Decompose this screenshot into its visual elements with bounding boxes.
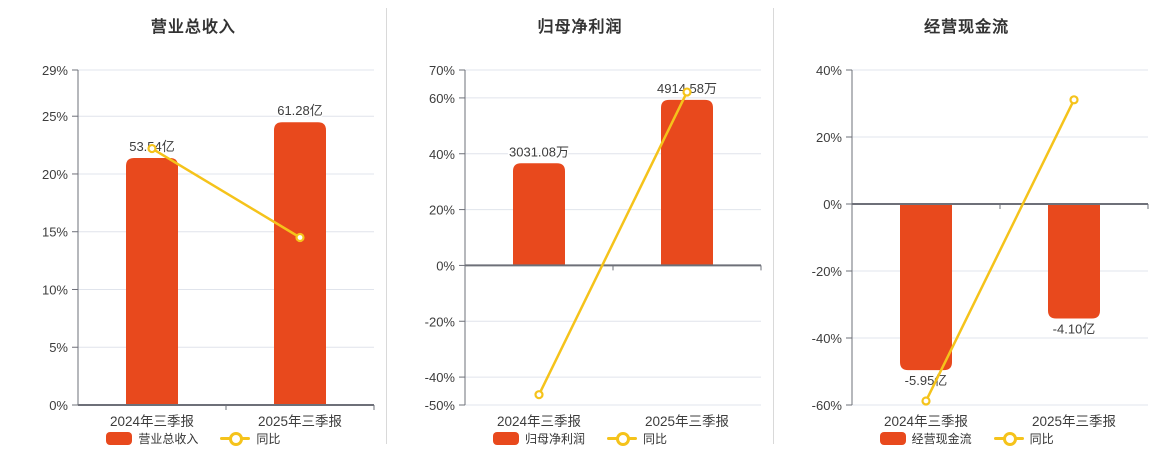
- panel-divider: [773, 8, 774, 444]
- x-tick-label: 2024年三季报: [884, 414, 968, 429]
- legend-item-line-series[interactable]: 同比: [606, 430, 667, 447]
- y-tick-label: -40%: [811, 331, 842, 346]
- legend: 经营现金流 同比: [773, 428, 1160, 448]
- legend-item-bar-series[interactable]: 营业总收入: [106, 430, 198, 447]
- legend-label: 同比: [1029, 431, 1054, 446]
- y-tick-label: 10%: [42, 282, 68, 297]
- chart-panel-cash-flow: 经营现金流 40% 20% 0% -20% -40% -60% -5.95亿 -4.10亿 20…: [773, 0, 1160, 450]
- y-tick-label: 0%: [50, 398, 69, 413]
- legend-item-bar-series[interactable]: 经营现金流: [879, 430, 972, 447]
- bar-2024年三季报[interactable]: [899, 204, 952, 371]
- y-tick-label: 25%: [42, 109, 68, 124]
- bar-2025年三季报[interactable]: [1047, 204, 1100, 319]
- y-tick-label: 0%: [436, 258, 455, 273]
- y-tick-label: -20%: [811, 264, 842, 279]
- y-tick-label: -60%: [811, 398, 842, 413]
- x-tick-label: 2024年三季报: [497, 414, 581, 429]
- legend: 归母净利润 同比: [387, 428, 774, 448]
- legend-item-line-series[interactable]: 同比: [993, 430, 1054, 447]
- yoy-line-point[interactable]: [147, 143, 157, 154]
- chart-panel-net-profit: 归母净利润 70% 60% 40% 20% 0% -20% -40% -50% 3031.08万…: [387, 0, 774, 450]
- y-tick-label: 0%: [823, 197, 842, 212]
- chart-plot-canvas: 70%60%40%20%0%-20%-40%-50%3031.08万4914.5…: [425, 63, 762, 429]
- yoy-line[interactable]: [924, 98, 1075, 403]
- line-series-marker-icon: [220, 431, 251, 446]
- chart-title: 经营现金流: [924, 19, 1010, 36]
- chart-plot-canvas: 29%25%20%15%10%5%0%53.54亿61.28亿2024年三季报2…: [42, 63, 375, 429]
- bar-series-swatch-icon: [492, 431, 519, 445]
- y-tick-label: 15%: [42, 225, 68, 240]
- yoy-line[interactable]: [537, 90, 689, 396]
- legend-label: 归母净利润: [524, 431, 585, 446]
- legend: 营业总收入 同比: [0, 428, 387, 448]
- y-tick-label: 29%: [42, 63, 68, 78]
- yoy-line-point[interactable]: [534, 390, 544, 400]
- legend-label: 同比: [642, 431, 667, 446]
- bar-series-swatch-icon: [879, 431, 906, 445]
- legend-label: 同比: [256, 431, 281, 446]
- yoy-line-point[interactable]: [921, 396, 931, 406]
- y-tick-label: 20%: [42, 167, 68, 182]
- yoy-line-point[interactable]: [295, 232, 305, 243]
- x-tick-label: 2025年三季报: [1032, 414, 1116, 429]
- bar-2025年三季报[interactable]: [660, 99, 713, 266]
- legend-item-line-series[interactable]: 同比: [220, 430, 280, 447]
- legend-label: 经营现金流: [911, 431, 972, 446]
- chart-plot-canvas: 40% 20% 0% -20% -40% -60% -5.95亿 -4.10亿 2024年三季报…: [811, 63, 1149, 429]
- y-tick-label: 40%: [429, 147, 455, 162]
- x-tick-label: 2024年三季报: [110, 414, 194, 429]
- panel-divider: [386, 8, 387, 444]
- bar-value-label: 3031.08万: [509, 144, 569, 159]
- y-tick-label: 20%: [816, 130, 842, 145]
- y-tick-label: -50%: [425, 398, 456, 413]
- bar-value-label: 61.28亿: [278, 103, 324, 118]
- line-series-marker-icon: [993, 431, 1024, 446]
- bar-value-label: -4.10亿: [1052, 321, 1095, 336]
- y-tick-label: 5%: [50, 340, 69, 355]
- chart-title: 归母净利润: [537, 19, 623, 36]
- bar-series-swatch-icon: [106, 431, 133, 445]
- y-tick-label: 40%: [816, 63, 842, 78]
- legend-item-bar-series[interactable]: 归母净利润: [492, 430, 585, 447]
- bar-2024年三季报[interactable]: [512, 163, 565, 266]
- yoy-line-point[interactable]: [1069, 95, 1079, 105]
- x-tick-label: 2025年三季报: [645, 414, 729, 429]
- y-tick-label: 70%: [429, 63, 455, 78]
- bar-2024年三季报[interactable]: [126, 157, 179, 405]
- y-tick-label: 20%: [429, 203, 455, 218]
- y-tick-label: 60%: [429, 91, 455, 106]
- bar-value-label: -5.95亿: [904, 373, 947, 388]
- bar-2025年三季报[interactable]: [274, 122, 327, 405]
- y-tick-label: -40%: [425, 370, 456, 385]
- line-series-marker-icon: [606, 431, 637, 446]
- yoy-line-point[interactable]: [682, 87, 692, 97]
- y-tick-label: -20%: [425, 314, 456, 329]
- chart-title: 营业总收入: [150, 19, 236, 36]
- yoy-line[interactable]: [151, 147, 302, 239]
- x-tick-label: 2025年三季报: [258, 414, 342, 429]
- legend-label: 营业总收入: [138, 431, 199, 446]
- chart-panel-revenue: 营业总收入 29%25%20%15%10%5%0%53.54亿61.28亿202…: [0, 0, 387, 450]
